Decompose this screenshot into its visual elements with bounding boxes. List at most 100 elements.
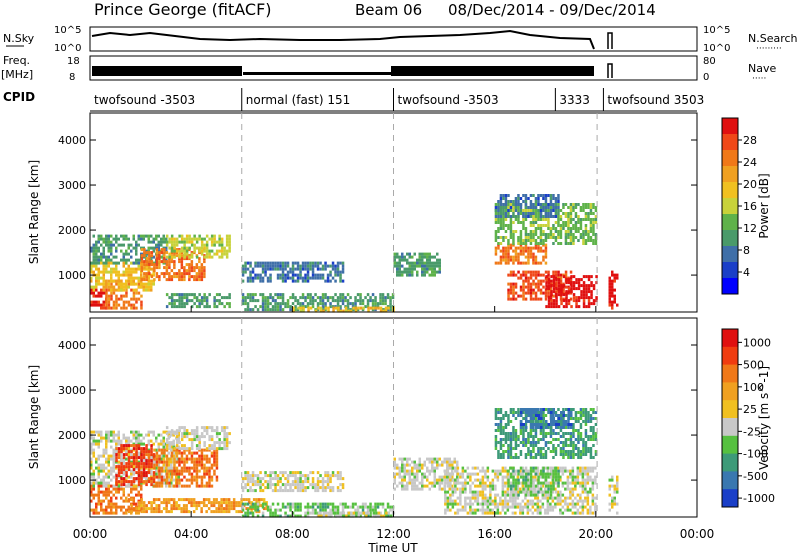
velocity-cell xyxy=(299,514,302,518)
power-cell xyxy=(97,273,100,277)
power-cell xyxy=(537,218,540,221)
velocity-cell xyxy=(481,484,485,488)
power-cell xyxy=(572,239,575,242)
power-cell xyxy=(329,302,332,306)
power-cell xyxy=(241,270,245,274)
velocity-cell xyxy=(271,477,275,481)
power-cell xyxy=(122,243,125,247)
velocity-cell xyxy=(259,486,262,490)
velocity-cell xyxy=(200,501,203,505)
power-cell xyxy=(244,308,247,312)
power-cell xyxy=(157,234,160,238)
power-cell xyxy=(130,273,133,277)
velocity-cell xyxy=(352,511,356,515)
power-cell xyxy=(180,278,184,282)
power-cell xyxy=(504,206,508,209)
velocity-cell xyxy=(215,441,219,445)
power-cell xyxy=(180,234,184,238)
velocity-cell xyxy=(386,505,390,509)
velocity-cell xyxy=(536,505,540,509)
velocity-cell xyxy=(329,477,332,481)
velocity-cell xyxy=(546,502,550,506)
power-cell xyxy=(170,240,174,244)
power-cell xyxy=(122,282,125,286)
power-cell xyxy=(509,297,513,301)
velocity-cell xyxy=(581,478,585,482)
freq-tick-low: 8 xyxy=(69,72,75,83)
velocity-cell xyxy=(431,484,434,488)
power-cell xyxy=(547,278,551,282)
power-cell xyxy=(532,261,535,265)
velocity-cell xyxy=(95,466,98,470)
power-cell xyxy=(188,266,191,270)
velocity-cell xyxy=(150,483,153,487)
velocity-cell xyxy=(140,459,143,463)
velocity-cell xyxy=(168,441,171,445)
velocity-cell xyxy=(200,466,204,470)
power-cell xyxy=(218,234,221,238)
velocity-cell xyxy=(142,504,146,508)
velocity-cell xyxy=(97,481,100,485)
velocity-cell xyxy=(203,463,206,467)
velocity-cell xyxy=(90,448,93,452)
power-cell xyxy=(374,306,378,310)
power-cell xyxy=(152,240,155,244)
power-cell xyxy=(560,284,563,288)
power-cell xyxy=(97,276,100,280)
power-cell xyxy=(271,299,275,303)
power-cell xyxy=(271,267,275,271)
velocity-cell xyxy=(449,496,452,500)
power-cell xyxy=(499,206,503,209)
power-cell xyxy=(210,234,214,238)
power-cell xyxy=(524,200,528,203)
velocity-cell xyxy=(185,510,188,514)
velocity-cell xyxy=(579,499,582,503)
velocity-cell xyxy=(112,466,115,470)
power-cell xyxy=(354,299,357,303)
power-cell xyxy=(155,257,159,261)
power-cell xyxy=(611,294,614,298)
power-cell xyxy=(504,230,508,233)
power-cell xyxy=(120,249,123,253)
velocity-cell xyxy=(251,477,255,481)
power-cell xyxy=(269,276,272,280)
power-cell xyxy=(544,203,548,206)
power-cell xyxy=(115,237,118,241)
velocity-cell xyxy=(90,499,93,503)
power-cell xyxy=(97,249,100,253)
velocity-cell xyxy=(215,498,218,502)
velocity-cell xyxy=(210,504,213,508)
power-cell xyxy=(527,209,530,212)
velocity-cell xyxy=(127,480,131,484)
velocity-cell xyxy=(137,436,140,440)
power-cell xyxy=(509,291,513,295)
velocity-cell xyxy=(576,511,580,515)
velocity-cell xyxy=(264,474,267,478)
velocity-cell xyxy=(256,508,260,512)
power-cell xyxy=(107,303,111,307)
power-cell xyxy=(387,306,390,310)
velocity-cell xyxy=(205,481,209,485)
power-cell xyxy=(509,215,513,218)
power-cell xyxy=(557,236,560,239)
velocity-cell xyxy=(393,457,396,461)
velocity-cell xyxy=(294,477,297,481)
velocity-cell xyxy=(296,489,300,493)
velocity-cell xyxy=(175,469,179,473)
velocity-cell xyxy=(507,475,510,479)
velocity-cell xyxy=(309,505,312,509)
power-cell xyxy=(494,218,498,221)
power-cell xyxy=(203,249,206,253)
velocity-cell xyxy=(187,498,191,502)
power-cell xyxy=(524,243,528,247)
velocity-cell xyxy=(340,511,343,515)
velocity-cell xyxy=(122,444,126,448)
velocity-cell xyxy=(132,433,135,437)
velocity-cell xyxy=(185,447,189,451)
velocity-cell xyxy=(506,499,510,503)
velocity-cell xyxy=(489,490,492,494)
velocity-cell xyxy=(418,469,421,473)
power-cell xyxy=(180,254,184,258)
velocity-cell xyxy=(163,460,166,464)
power-cell xyxy=(132,237,135,241)
